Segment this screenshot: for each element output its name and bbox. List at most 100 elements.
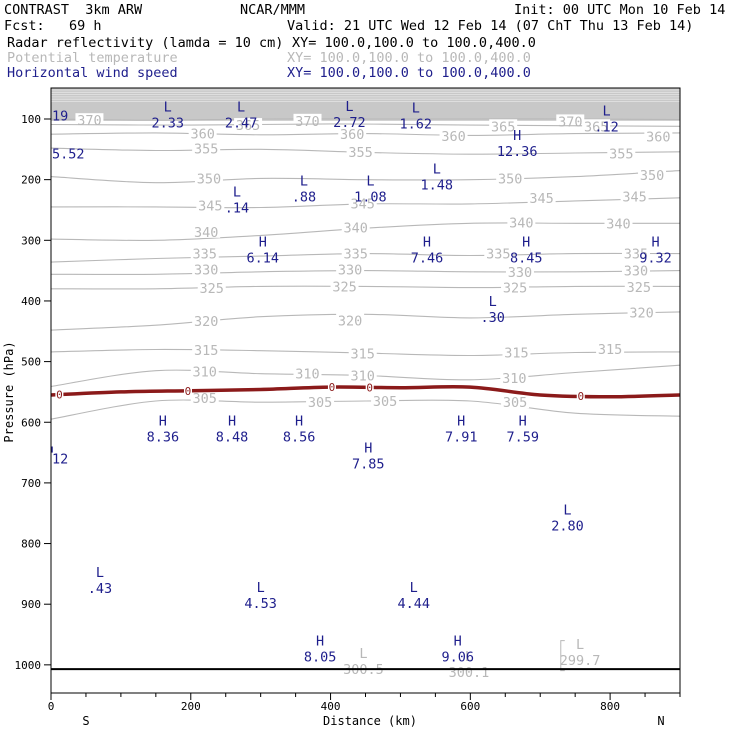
wind-extremum-value: 4.44 bbox=[397, 596, 430, 612]
theta-label-bg bbox=[638, 167, 667, 181]
wind-extremum-marker-H: H bbox=[519, 413, 527, 429]
theta-label-335: 335 bbox=[486, 247, 510, 263]
wind-extremum-marker-L: L bbox=[563, 502, 571, 518]
wind-extremum-value: .14 bbox=[225, 201, 249, 217]
wind-extremum-marker-L: L bbox=[237, 100, 245, 116]
theta-label-305: 305 bbox=[193, 391, 217, 407]
wind-extremum-marker-L: L bbox=[96, 565, 104, 581]
theta-label-350: 350 bbox=[498, 171, 522, 187]
theta-label-bg bbox=[507, 215, 536, 229]
theta-label-315: 315 bbox=[351, 347, 375, 363]
x-tick-label: 400 bbox=[321, 700, 341, 713]
wind-extremum-value: 6.14 bbox=[247, 250, 280, 266]
field-wind-xy: XY= 100.0,100.0 to 100.0,400.0 bbox=[287, 65, 531, 81]
theta-label-370: 370 bbox=[295, 114, 319, 130]
wind-extremum-marker-L: L bbox=[164, 100, 172, 116]
theta-label-bg bbox=[336, 262, 365, 276]
theta-label-bg bbox=[197, 281, 226, 295]
y-tick-label: 300 bbox=[21, 234, 41, 247]
theta-label-345: 345 bbox=[622, 190, 646, 206]
theta-label-320: 320 bbox=[629, 305, 653, 321]
theta-label-355: 355 bbox=[609, 147, 633, 163]
wind-extremum-value: 1.48 bbox=[421, 178, 454, 194]
theta-label-355: 355 bbox=[194, 142, 218, 158]
wind-extremum-marker-H: H bbox=[454, 633, 462, 649]
y-tick-label: 900 bbox=[21, 598, 41, 611]
theta-extremum-value: 300.1 bbox=[449, 665, 490, 681]
forecast-hour: Fcst: 69 h bbox=[4, 18, 102, 34]
theta-label-340: 340 bbox=[344, 221, 368, 237]
theta-label-315: 315 bbox=[598, 342, 622, 358]
theta-label-320: 320 bbox=[338, 313, 362, 329]
theta-label-bg bbox=[192, 141, 221, 155]
wind-extremum-value: .88 bbox=[292, 190, 316, 206]
theta-label-bg bbox=[527, 190, 556, 204]
wind-extremum-marker-L: L bbox=[257, 580, 265, 596]
theta-label-355: 355 bbox=[348, 145, 372, 161]
theta-label-bg bbox=[501, 280, 530, 294]
wind-extremum-value: 2.72 bbox=[333, 115, 366, 131]
theta-label-bg bbox=[190, 364, 219, 378]
wind-extremum-marker-H: H bbox=[259, 234, 267, 250]
wind-extremum-marker-L: L bbox=[300, 174, 308, 190]
theta-label-360: 360 bbox=[646, 130, 670, 146]
wind-extremum-marker-L: L bbox=[345, 99, 353, 115]
x-tick-label: 200 bbox=[181, 700, 201, 713]
theta-label-bg bbox=[341, 246, 370, 260]
theta-label-bg bbox=[336, 313, 365, 327]
theta-label-bg bbox=[502, 345, 531, 359]
wind-extremum-value: 9.06 bbox=[441, 649, 474, 665]
theta-label-bg bbox=[188, 126, 217, 140]
reflectivity-label-bg bbox=[365, 382, 374, 393]
theta-label-bg bbox=[306, 395, 335, 409]
theta-contour-325 bbox=[50, 285, 681, 290]
wind-extremum-value: 1.62 bbox=[400, 116, 433, 132]
wind-extremum-value: 8.36 bbox=[147, 429, 180, 445]
theta-contour-330 bbox=[50, 270, 681, 276]
wind-extremum-marker-H: H bbox=[651, 234, 659, 250]
theta-label-bg bbox=[192, 262, 221, 276]
wind-extremum-value: 7.59 bbox=[506, 429, 539, 445]
reflectivity-contour-0 bbox=[50, 384, 681, 399]
theta-contour-305 bbox=[50, 399, 681, 420]
x-axis-left-end-label: S bbox=[82, 714, 89, 728]
reflectivity-label: 0 bbox=[185, 385, 192, 398]
reflectivity-label-bg bbox=[55, 389, 64, 400]
y-tick-label: 200 bbox=[21, 174, 41, 187]
theta-label-305: 305 bbox=[503, 395, 527, 411]
theta-label-360: 360 bbox=[190, 127, 214, 143]
theta-label-bg bbox=[192, 343, 221, 357]
theta-label-bg bbox=[620, 189, 649, 203]
theta-label-315: 315 bbox=[504, 346, 528, 362]
wind-extremum-value: 2.80 bbox=[551, 518, 584, 534]
model-title: CONTRAST 3km ARW bbox=[4, 2, 143, 18]
wind-extremum-value: .43 bbox=[88, 581, 112, 597]
theta-label-305: 305 bbox=[308, 395, 332, 411]
theta-label-360: 360 bbox=[340, 127, 364, 143]
theta-label-bg bbox=[621, 246, 650, 260]
theta-extremum-marker: L bbox=[359, 646, 367, 662]
theta-label-bg bbox=[596, 341, 625, 355]
theta-label-325: 325 bbox=[503, 281, 527, 297]
wind-extremum-marker-H: H bbox=[457, 413, 465, 429]
reflectivity-label-bg bbox=[183, 385, 192, 396]
wind-extremum-value: 4.53 bbox=[244, 596, 277, 612]
theta-label-bg bbox=[627, 305, 656, 319]
reflectivity-label: 0 bbox=[366, 381, 373, 394]
theta-label-bg bbox=[341, 220, 370, 234]
theta-label-bg bbox=[194, 171, 223, 185]
theta-label-bg bbox=[644, 129, 673, 143]
wind-edge-value: 12 bbox=[52, 452, 68, 468]
theta-label-310: 310 bbox=[295, 367, 319, 383]
y-tick-label: 1000 bbox=[15, 659, 42, 672]
theta-surface-bracket bbox=[560, 640, 565, 672]
field-reflectivity-name: Radar reflectivity (lamda = 10 cm) bbox=[7, 35, 284, 51]
wind-extremum-marker-L: L bbox=[412, 100, 420, 116]
theta-label-bg bbox=[348, 196, 377, 210]
y-axis-label: Pressure (hPa) bbox=[2, 341, 16, 442]
wind-extremum-value: 7.85 bbox=[352, 457, 385, 473]
wind-edge-value: 5.52 bbox=[52, 147, 85, 163]
theta-label-365: 365 bbox=[584, 119, 608, 135]
